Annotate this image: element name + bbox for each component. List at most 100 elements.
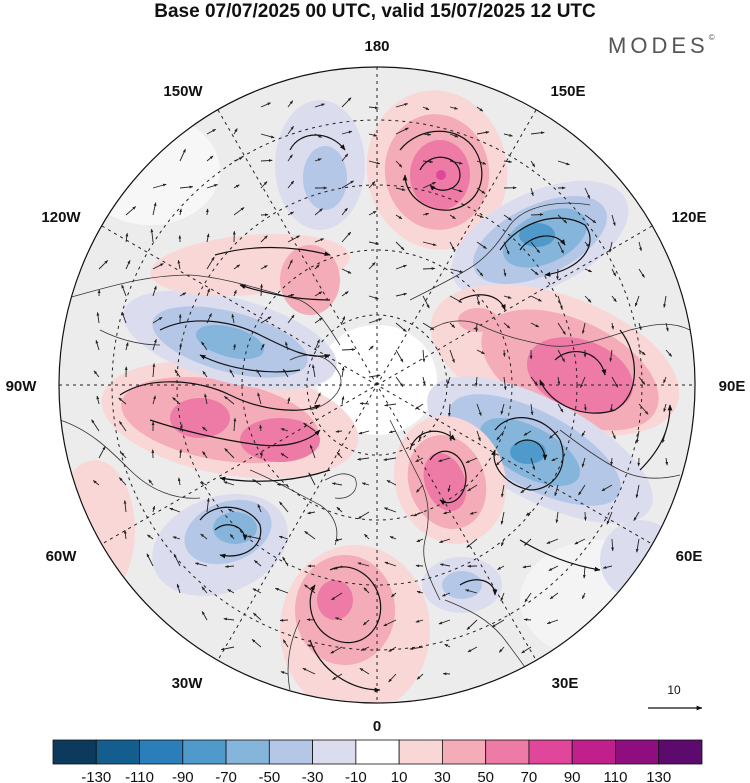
wind-arrow: [546, 538, 559, 544]
wind-arrow: [524, 538, 532, 546]
wind-arrow: [341, 366, 345, 378]
wind-arrow: [172, 536, 181, 540]
wind-arrow: [252, 588, 262, 594]
wind-arrow: [530, 131, 545, 135]
wind-arrow: [611, 295, 617, 303]
wind-arrow: [314, 339, 320, 351]
wind-arrow: [177, 477, 181, 486]
wind-arrow: [95, 339, 100, 351]
wind-arrow: [422, 212, 430, 216]
wind-arrow: [368, 295, 379, 300]
wind-arrow: [395, 322, 407, 333]
wind-arrow: [386, 479, 397, 486]
urals-low: [427, 376, 653, 524]
wind-arrow: [205, 208, 209, 216]
wind-arrow: [578, 484, 586, 496]
wind-arrow: [260, 159, 273, 162]
wind-arrow: [282, 556, 289, 567]
wind-arrow: [360, 646, 370, 651]
wind-arrow: [395, 241, 405, 251]
wind-arrow: [584, 241, 590, 248]
wind-arrow: [206, 288, 210, 297]
wind-arrow: [395, 264, 407, 270]
wind-arrow: [341, 348, 356, 351]
wind-arrow: [331, 592, 343, 601]
wind-arrow: [503, 322, 511, 329]
wind-arrow: [416, 484, 424, 493]
wind-arrow: [224, 565, 235, 568]
wind-arrows: [91, 97, 673, 683]
wind-arrow: [147, 534, 154, 540]
wind-arrow: [304, 530, 316, 540]
wind-arrow: [276, 483, 289, 487]
wind-arrow: [287, 259, 293, 270]
wind-arrow: [601, 484, 613, 492]
wind-arrow: [341, 207, 348, 216]
wind-arrow: [202, 426, 208, 432]
wind-arrow: [663, 295, 667, 308]
wind-arrow: [252, 479, 262, 486]
lon-label-30w: 30W: [172, 675, 204, 692]
wind-arrow: [582, 565, 586, 579]
wind-arrow: [422, 181, 436, 189]
wind-arrow: [223, 617, 235, 621]
wind-arrow: [357, 457, 370, 461]
wind-arrow: [546, 619, 559, 625]
colorbar-swatch: [312, 739, 357, 765]
wind-arrow: [395, 187, 406, 191]
wind-arrow: [583, 403, 587, 412]
wind-arrow: [606, 511, 613, 525]
wind-arrow: [439, 538, 451, 543]
wind-arrow: [152, 202, 157, 216]
wind-arrow: [548, 565, 559, 571]
wind-arrow: [125, 206, 137, 216]
wind-arrow: [358, 430, 370, 435]
neutral-patch: [80, 115, 220, 225]
wind-arrow: [476, 295, 480, 306]
wind-arrow: [304, 584, 316, 594]
wind-arrow: [314, 264, 320, 270]
wind-arrow: [368, 106, 379, 110]
wind-arrow: [611, 214, 616, 227]
wind-arrow: [662, 430, 667, 444]
wind-arrow: [449, 133, 459, 138]
wind-arrow: [557, 349, 566, 363]
wind-arrow: [152, 316, 163, 324]
wind-arrow: [199, 482, 208, 486]
colorbar-tick-label: -90: [172, 769, 194, 783]
wind-arrow: [638, 322, 642, 331]
lon-label-30e: 30E: [552, 675, 579, 692]
wind-arrow: [368, 345, 374, 351]
wind-arrow: [635, 538, 640, 553]
colorbar-swatch: [571, 739, 616, 765]
wind-arrow: [497, 565, 505, 571]
wind-arrow: [125, 232, 129, 243]
wind-arrow: [169, 507, 181, 513]
wind-arrow: [287, 100, 294, 108]
wind-arrow: [341, 291, 349, 297]
neutral-patch: [520, 540, 680, 660]
wind-arrow: [584, 214, 597, 224]
lon-label-120w: 120W: [41, 209, 81, 226]
wind-arrow: [314, 103, 325, 108]
wind-arrow: [583, 511, 587, 521]
wind-arrow: [395, 214, 403, 220]
wind-arrow: [476, 160, 487, 165]
wind-arrow: [422, 376, 426, 386]
wind-arrow: [611, 268, 617, 277]
colorbar-tick-label: -50: [258, 769, 280, 783]
wind-arrow: [638, 349, 646, 356]
wind-arrow: [172, 397, 181, 405]
wind-arrow: [206, 155, 214, 162]
wind-arrow: [530, 457, 535, 471]
lon-label-180: 180: [364, 38, 389, 55]
wind-arrow: [415, 619, 424, 623]
wind-arrow: [224, 396, 235, 405]
wind-arrow: [574, 538, 586, 545]
lon-label-90w: 90W: [6, 378, 38, 395]
wind-arrow: [466, 619, 478, 630]
wind-arrow: [395, 127, 409, 135]
wind-arrow: [491, 619, 505, 628]
wind-arrow: [665, 322, 669, 332]
wind-arrow: [549, 430, 559, 439]
